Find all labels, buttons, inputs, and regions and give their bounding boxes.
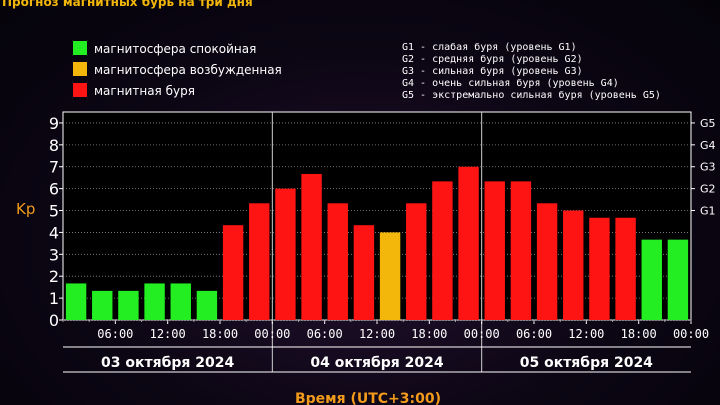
g-scale-label: G1: [700, 205, 716, 218]
kp-bar-quiet: [170, 283, 191, 320]
day-label: 04 октября 2024: [310, 355, 443, 371]
page-title: Прогноз магнитных бурь на три дня: [2, 0, 253, 9]
kp-bar-storm: [510, 181, 532, 320]
x-tick-label: 00:00: [254, 327, 290, 341]
kp-bar-storm: [484, 181, 505, 320]
y-tick-label: 0: [49, 311, 59, 330]
y-tick-label: 5: [49, 202, 59, 221]
g-scale-label: G3: [700, 161, 716, 174]
x-tick-label: 00:00: [673, 327, 709, 341]
x-tick-label: 18:00: [621, 327, 657, 341]
legend-g5: G5 - экстремально сильная буря (уровень …: [402, 89, 661, 101]
legend-label-quiet: магнитосфера спокойная: [94, 42, 256, 56]
x-tick-label: 18:00: [202, 327, 238, 341]
y-tick-label: 7: [49, 158, 59, 177]
kp-bar-storm: [458, 166, 479, 320]
kp-bar-quiet: [65, 283, 87, 320]
day-label: 03 октября 2024: [101, 355, 234, 371]
kp-bar-storm: [249, 203, 270, 320]
y-tick-label: 1: [49, 289, 59, 308]
legend-label-active: магнитосфера возбужденная: [94, 63, 282, 77]
y-tick-label: 8: [49, 136, 59, 155]
kp-bar-quiet: [667, 239, 689, 320]
legend-g4: G4 - очень сильная буря (уровень G4): [402, 77, 619, 89]
legend-left: магнитосфера спокойная магнитосфера возб…: [73, 41, 282, 98]
x-tick-label: 06:00: [97, 327, 133, 341]
kp-bar-active: [379, 232, 401, 320]
x-tick-label: 12:00: [568, 327, 604, 341]
kp-bar-quiet: [144, 283, 165, 320]
kp-bar-storm: [589, 217, 610, 320]
kp-bar-quiet: [92, 290, 113, 320]
kp-bar-storm: [327, 203, 348, 320]
kp-bar-quiet: [196, 290, 218, 320]
x-tick-label: 12:00: [150, 327, 186, 341]
plot-area: 0 1 2 3 4 5 6 7 8 9 G1 G2 G3 G4 G5 06:00 12:00 18:00 00:00…: [49, 111, 716, 373]
legend-g1: G1 - слабая буря (уровень G1): [402, 41, 577, 53]
x-tick-label: 06:00: [516, 327, 552, 341]
legend-swatch-storm: [73, 83, 87, 97]
kp-bar-storm: [353, 225, 375, 320]
legend-swatch-active: [73, 62, 87, 76]
legend-swatch-quiet: [73, 41, 87, 55]
x-tick-label: 18:00: [411, 327, 447, 341]
g-scale-label: G2: [700, 183, 716, 196]
kp-bar-storm: [301, 173, 322, 320]
y-tick-label: 2: [49, 267, 59, 286]
y-tick-label: 3: [49, 245, 59, 264]
legend-right: G1 - слабая буря (уровень G1) G2 - средн…: [402, 41, 661, 101]
kp-bar-quiet: [641, 239, 662, 320]
x-tick-label: 12:00: [359, 327, 395, 341]
legend-g3: G3 - сильная буря (уровень G3): [402, 65, 583, 77]
legend-g2: G2 - средняя буря (уровень G2): [402, 53, 583, 65]
kp-bar-storm: [432, 181, 453, 320]
g-scale-label: G4: [700, 139, 716, 152]
y-axis-title: Kp: [16, 200, 35, 218]
kp-bar-storm: [222, 225, 244, 320]
y-tick-label: 6: [49, 180, 59, 199]
kp-bar-quiet: [118, 290, 139, 320]
y-tick-label: 9: [49, 114, 59, 133]
x-tick-label: 00:00: [464, 327, 500, 341]
kp-bar-storm: [536, 203, 558, 320]
x-tick-label: 06:00: [307, 327, 343, 341]
day-label: 05 октября 2024: [520, 355, 653, 371]
kp-bar-storm: [615, 217, 636, 320]
legend-label-storm: магнитная буря: [94, 84, 195, 98]
x-axis-title: Время (UTC+3:00): [295, 391, 441, 405]
kp-bar-storm: [406, 203, 427, 320]
y-tick-label: 4: [49, 223, 59, 242]
kp-bar-storm: [275, 188, 296, 320]
plot-frame: [62, 111, 692, 321]
kp-bar-storm: [563, 210, 584, 320]
g-scale-label: G5: [700, 117, 716, 130]
